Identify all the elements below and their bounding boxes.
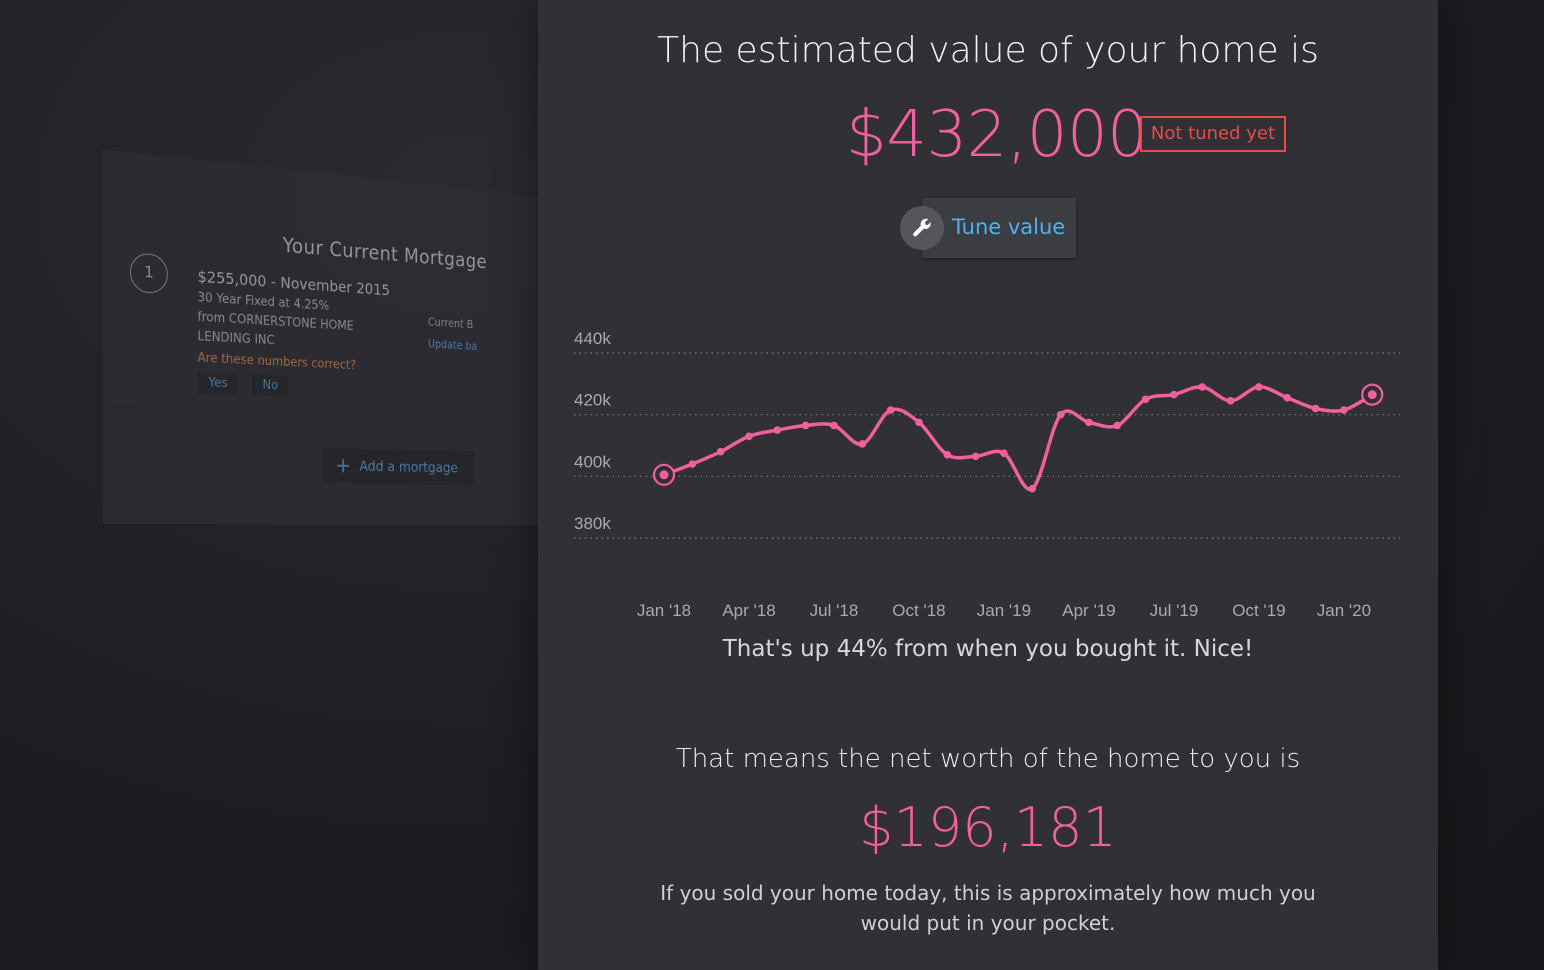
- x-tick-label: Jan '20: [1317, 601, 1371, 620]
- data-point: [1113, 421, 1122, 430]
- home-value-panel: The estimated value of your home is $432…: [538, 0, 1438, 970]
- data-point: [1085, 418, 1093, 427]
- x-tick-label: Oct '19: [1232, 601, 1285, 620]
- mortgage-card: Your Current Mortgage 1 $255,000 - Novem…: [103, 150, 546, 525]
- x-tick-label: Oct '18: [892, 601, 945, 620]
- mortgage-terms: 30 Year Fixed at 4.25%: [197, 290, 330, 314]
- data-point: [801, 421, 810, 430]
- current-balance-label: Current B: [427, 315, 474, 331]
- not-tuned-badge: Not tuned yet: [1140, 116, 1286, 152]
- y-tick-label: 380k: [574, 514, 611, 533]
- add-mortgage-button[interactable]: + Add a mortgage: [321, 447, 474, 486]
- data-point: [1367, 390, 1377, 400]
- appreciation-message: That's up 44% from when you bought it. N…: [722, 636, 1254, 662]
- data-point: [716, 447, 725, 456]
- mortgage-confirm-question: Are these numbers correct?: [197, 350, 356, 373]
- data-point: [1255, 383, 1263, 391]
- tune-value-pill: [922, 198, 1076, 258]
- mortgage-lender-line2: LENDING INC: [197, 329, 275, 349]
- x-tick-label: Apr '18: [722, 601, 775, 620]
- series-line: [662, 385, 1374, 491]
- no-button[interactable]: No: [251, 373, 289, 398]
- data-point: [915, 418, 923, 427]
- tune-value-button[interactable]: Tune value: [900, 198, 1076, 258]
- data-point: [745, 432, 753, 441]
- estimated-value: $432,000: [846, 98, 1148, 172]
- data-point: [1283, 393, 1292, 402]
- x-tick-label: Jan '18: [637, 601, 691, 620]
- yes-button[interactable]: Yes: [197, 371, 239, 396]
- x-tick-label: Jul '18: [810, 601, 859, 620]
- data-point: [943, 450, 952, 459]
- data-point: [1141, 395, 1150, 404]
- mortgage-separator: -: [266, 272, 281, 292]
- tune-value-label: Tune value: [952, 215, 1066, 239]
- net-worth-explanation: If you sold your home today, this is app…: [660, 881, 1316, 935]
- wrench-icon: [900, 206, 944, 250]
- data-point: [886, 406, 895, 414]
- data-point: [1000, 449, 1008, 458]
- net-worth-label: That means the net worth of the home to …: [675, 744, 1301, 774]
- data-point: [1226, 396, 1235, 405]
- x-tick-label: Jul '19: [1150, 601, 1199, 620]
- update-balance-link[interactable]: Update ba: [427, 337, 478, 353]
- data-point: [773, 426, 782, 434]
- home-value-chart: 440k 420k 400k 380k Jan '18 Apr '18 Jul '18 Oct…: [574, 329, 1400, 620]
- data-point: [971, 452, 980, 461]
- data-point: [1311, 404, 1320, 413]
- mortgage-card-title: Your Current Mortgage: [282, 233, 487, 273]
- add-mortgage-label: Add a mortgage: [359, 457, 458, 477]
- plus-icon: +: [335, 454, 351, 478]
- data-point: [858, 440, 867, 448]
- data-point: [830, 421, 838, 430]
- y-tick-label: 420k: [574, 391, 611, 410]
- mortgage-index-badge: 1: [129, 252, 168, 295]
- data-point: [1198, 383, 1207, 391]
- data-point: [1170, 390, 1178, 399]
- x-tick-label: Apr '19: [1062, 601, 1115, 620]
- data-point: [1028, 484, 1037, 493]
- estimate-headline: The estimated value of your home is: [657, 30, 1319, 71]
- data-point: [688, 460, 697, 468]
- net-worth-value: $196,181: [859, 796, 1117, 859]
- data-point: [1340, 406, 1348, 414]
- y-tick-label: 440k: [574, 329, 611, 348]
- mortgage-date: November 2015: [280, 273, 391, 300]
- data-point: [659, 470, 669, 480]
- y-tick-label: 400k: [574, 452, 611, 471]
- x-tick-label: Jan '19: [977, 601, 1031, 620]
- mortgage-amount: $255,000: [197, 267, 267, 291]
- data-point: [1056, 410, 1065, 419]
